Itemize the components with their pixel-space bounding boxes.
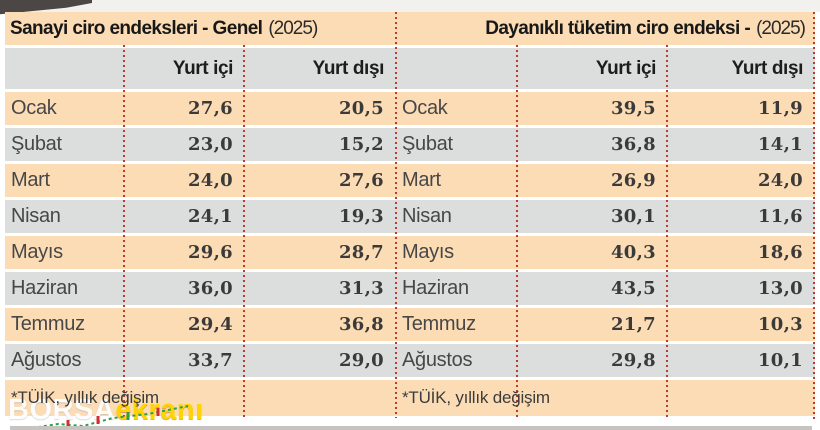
- foreign-value: 15,2: [338, 134, 384, 155]
- foreign-value: 10,3: [757, 314, 803, 335]
- foreign-value: 31,3: [338, 278, 384, 299]
- table-row: Nisan 24,1 19,3: [5, 200, 396, 233]
- domestic-value: 43,5: [610, 278, 656, 299]
- table-row: Mart 26,9 24,0: [396, 164, 815, 197]
- foreign-value: 19,3: [338, 206, 384, 227]
- table-title: Dayanıklı tüketim ciro endeksi -: [485, 17, 751, 39]
- table-title-row: Sanayi ciro endeksleri - Genel (2025): [5, 12, 396, 45]
- month-label: Mart: [11, 169, 50, 191]
- domestic-value: 33,7: [187, 350, 233, 371]
- domestic-value: 24,0: [187, 170, 233, 191]
- table-durable-goods-turnover: Dayanıklı tüketim ciro endeksi - (2025) …: [396, 12, 815, 420]
- month-label: Ocak: [402, 97, 448, 119]
- month-label: Şubat: [402, 133, 453, 155]
- table-row: Mayıs 40,3 18,6: [396, 236, 815, 269]
- month-label: Nisan: [11, 205, 61, 227]
- table-footnote-row: *TÜİK, yıllık değişim: [5, 380, 396, 416]
- domestic-value: 27,6: [187, 98, 233, 119]
- month-label: Temmuz: [11, 313, 85, 335]
- domestic-value: 29,6: [187, 242, 233, 263]
- foreign-value: 14,1: [757, 134, 803, 155]
- column-divider: [123, 45, 125, 417]
- domestic-value: 40,3: [610, 242, 656, 263]
- table-title-year: (2025): [756, 17, 806, 39]
- column-divider: [516, 45, 518, 417]
- foreign-value: 11,6: [757, 206, 803, 227]
- table-row: Ocak 27,6 20,5: [5, 92, 396, 125]
- month-label: Nisan: [402, 205, 452, 227]
- foreign-value: 20,5: [338, 98, 384, 119]
- table-row: Nisan 30,1 11,6: [396, 200, 815, 233]
- table-row: Haziran 36,0 31,3: [5, 272, 396, 305]
- table-title-year: (2025): [268, 17, 318, 39]
- table-row: Ocak 39,5 11,9: [396, 92, 815, 125]
- table-row: Şubat 36,8 14,1: [396, 128, 815, 161]
- month-label: Mayıs: [402, 241, 454, 263]
- turnover-index-tables: Sanayi ciro endeksleri - Genel (2025) Yu…: [5, 12, 815, 420]
- month-label: Ağustos: [402, 349, 473, 371]
- domestic-value: 21,7: [610, 314, 656, 335]
- domestic-value: 36,0: [187, 278, 233, 299]
- bottom-edge-bar: [10, 426, 812, 430]
- domestic-value: 29,8: [610, 350, 656, 371]
- domestic-value: 26,9: [610, 170, 656, 191]
- page-top-strip: [0, 0, 820, 12]
- domestic-value: 23,0: [187, 134, 233, 155]
- foreign-value: 13,0: [757, 278, 803, 299]
- foreign-value: 29,0: [338, 350, 384, 371]
- domestic-value: 30,1: [610, 206, 656, 227]
- foreign-value: 10,1: [757, 350, 803, 371]
- table-row: Mart 24,0 27,6: [5, 164, 396, 197]
- month-label: Temmuz: [402, 313, 476, 335]
- domestic-value: 29,4: [187, 314, 233, 335]
- foreign-value: 11,9: [757, 98, 803, 119]
- table-row: Haziran 43,5 13,0: [396, 272, 815, 305]
- table-row: Mayıs 29,6 28,7: [5, 236, 396, 269]
- table-industry-turnover: Sanayi ciro endeksleri - Genel (2025) Yu…: [5, 12, 396, 420]
- foreign-value: 28,7: [338, 242, 384, 263]
- month-label: Ağustos: [11, 349, 82, 371]
- table-title: Sanayi ciro endeksleri - Genel: [10, 17, 263, 39]
- table-title-row: Dayanıklı tüketim ciro endeksi - (2025): [396, 12, 815, 45]
- column-divider: [243, 45, 245, 417]
- table-row: Ağustos 33,7 29,0: [5, 344, 396, 377]
- month-label: Mayıs: [11, 241, 63, 263]
- footnote-text: *TÜİK, yıllık değişim: [402, 388, 550, 407]
- table-header-row: Yurt içi Yurt dışı: [396, 48, 815, 89]
- column-header-foreign: Yurt dışı: [731, 57, 804, 79]
- month-label: Haziran: [11, 277, 78, 299]
- month-label: Şubat: [11, 133, 62, 155]
- domestic-value: 36,8: [610, 134, 656, 155]
- table-row: Temmuz 21,7 10,3: [396, 308, 815, 341]
- footnote-text: *TÜİK, yıllık değişim: [11, 388, 159, 407]
- column-header-domestic: Yurt içi: [595, 57, 657, 79]
- foreign-value: 24,0: [757, 170, 803, 191]
- table-row: Ağustos 29,8 10,1: [396, 344, 815, 377]
- column-header-foreign: Yurt dışı: [312, 57, 385, 79]
- column-header-domestic: Yurt içi: [172, 57, 234, 79]
- month-label: Mart: [402, 169, 441, 191]
- table-divider: [395, 12, 397, 418]
- table-header-row: Yurt içi Yurt dışı: [5, 48, 396, 89]
- column-divider: [666, 45, 668, 417]
- foreign-value: 18,6: [757, 242, 803, 263]
- foreign-value: 36,8: [338, 314, 384, 335]
- month-label: Ocak: [11, 97, 57, 119]
- table-row: Şubat 23,0 15,2: [5, 128, 396, 161]
- right-edge-divider: [813, 12, 815, 420]
- table-footnote-row: *TÜİK, yıllık değişim: [396, 380, 815, 416]
- foreign-value: 27,6: [338, 170, 384, 191]
- table-row: Temmuz 29,4 36,8: [5, 308, 396, 341]
- domestic-value: 39,5: [610, 98, 656, 119]
- month-label: Haziran: [402, 277, 469, 299]
- domestic-value: 24,1: [187, 206, 233, 227]
